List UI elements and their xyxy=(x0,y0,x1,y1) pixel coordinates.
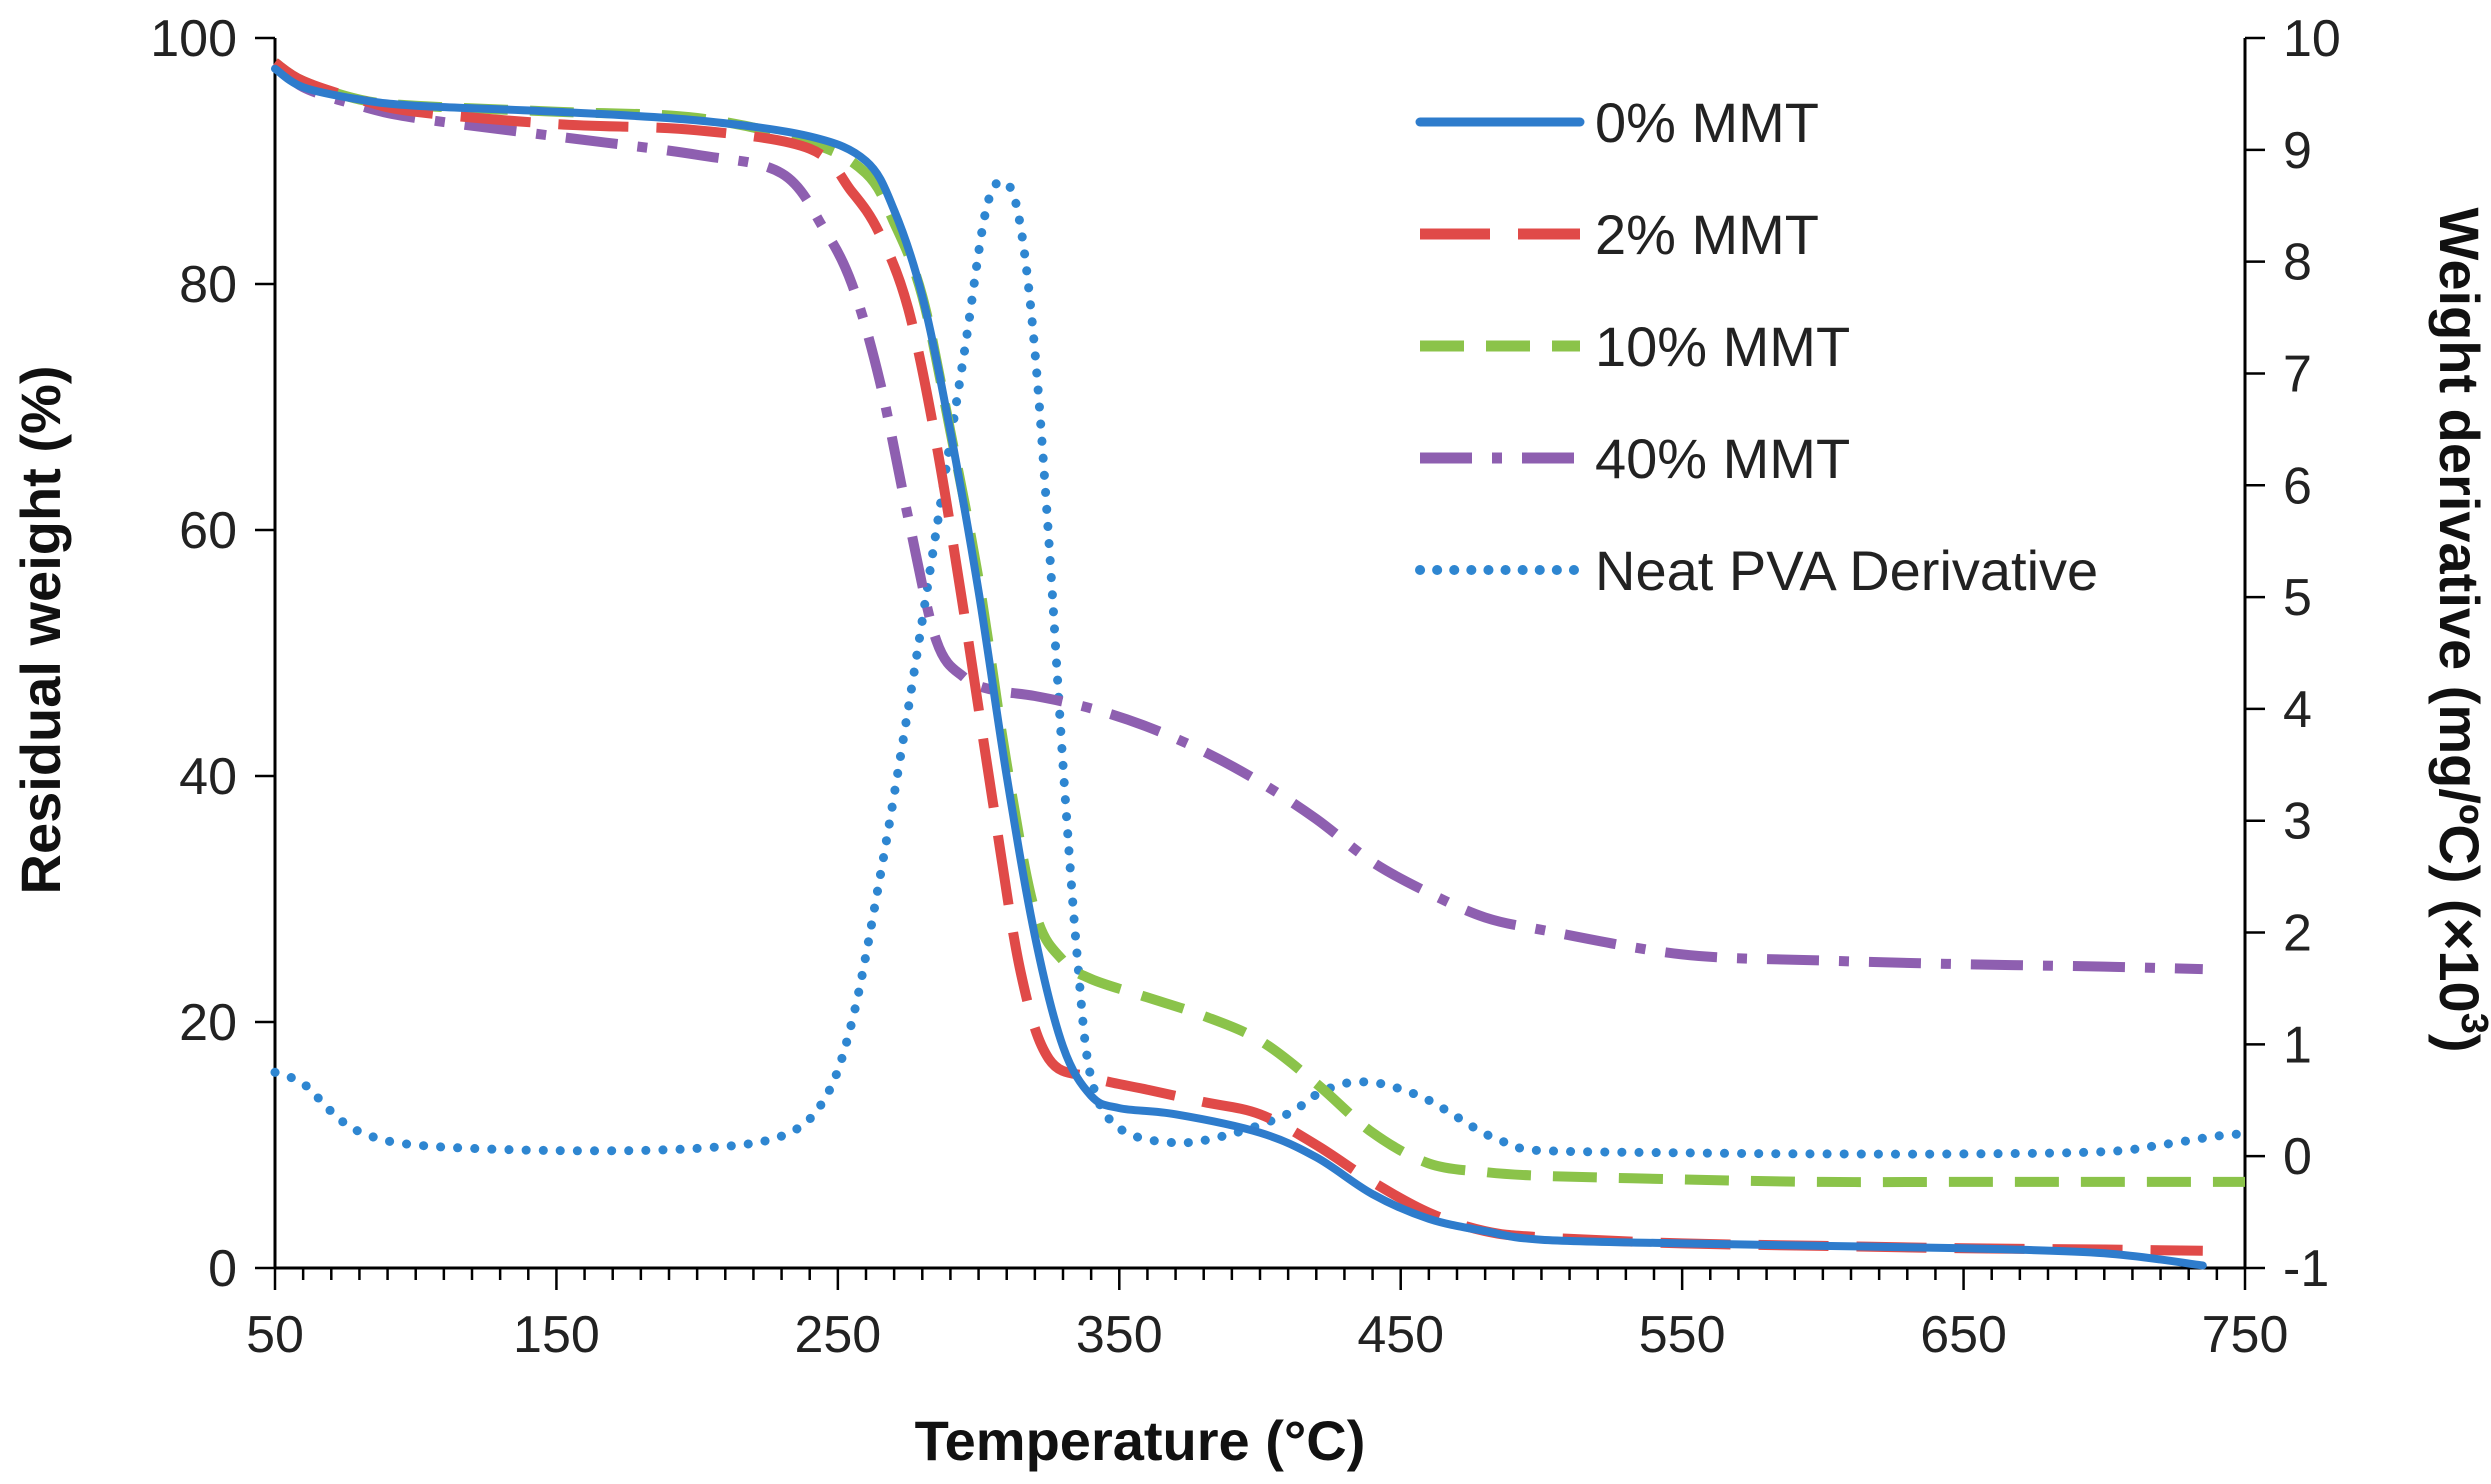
x-axis-ticks: 50 150 250 350 450 550 650 750 xyxy=(246,1268,2288,1364)
y-axis-ticks: 0 20 40 60 80 100 xyxy=(150,10,275,1298)
y2-axis-title-end: ) xyxy=(2428,1034,2491,1053)
y2-tick-label: 9 xyxy=(2283,122,2312,180)
y-tick-label: 80 xyxy=(179,256,237,314)
y2-tick-label: 7 xyxy=(2283,345,2312,403)
y2-axis-title-main: Weight derivative (mg/ºC) (×10 xyxy=(2428,208,2491,1013)
y2-axis-title-superscript: 3 xyxy=(2453,1013,2491,1034)
y-tick-label: 0 xyxy=(208,1240,237,1298)
y2-tick-label: 3 xyxy=(2283,793,2312,851)
legend-label: 0% MMT xyxy=(1595,91,1819,154)
y2-tick-label: 0 xyxy=(2283,1128,2312,1186)
y2-tick-label: 2 xyxy=(2283,905,2312,963)
legend-label: 40% MMT xyxy=(1595,427,1850,490)
plot-frame xyxy=(273,38,2247,1270)
x-tick-label: 550 xyxy=(1639,1306,1726,1364)
x-tick-label: 450 xyxy=(1357,1306,1444,1364)
legend-label: 2% MMT xyxy=(1595,203,1819,266)
series-line-2-mmt xyxy=(272,58,2203,1256)
y2-tick-label: 8 xyxy=(2283,234,2312,292)
y2-axis-ticks: -1 0 1 2 3 4 5 6 7 8 9 10 xyxy=(2245,10,2341,1298)
y2-tick-label: 10 xyxy=(2283,10,2341,68)
x-tick-label: 50 xyxy=(246,1306,304,1364)
x-tick-label: 150 xyxy=(513,1306,600,1364)
legend: 0% MMT 2% MMT 10% MMT 40% MMT Neat PVA Deriv… xyxy=(1415,91,2098,602)
x-tick-label: 750 xyxy=(2202,1306,2289,1364)
series-line-neat-pva-derivative xyxy=(270,176,2250,1159)
legend-label: Neat PVA Derivative xyxy=(1595,539,2098,602)
y-tick-label: 60 xyxy=(179,502,237,560)
series-line-0-mmt xyxy=(271,64,2207,1270)
y2-tick-label: 6 xyxy=(2283,457,2312,515)
y2-tick-label: 5 xyxy=(2283,569,2312,627)
series-line-10-mmt xyxy=(272,58,2245,1188)
x-tick-label: 650 xyxy=(1920,1306,2007,1364)
y-tick-label: 40 xyxy=(179,748,237,806)
y2-axis-title: Weight derivative (mg/ºC) (×103) xyxy=(2428,208,2491,1053)
y-tick-label: 20 xyxy=(179,994,237,1052)
y2-tick-label: 4 xyxy=(2283,681,2312,739)
y2-tick-label: 1 xyxy=(2283,1016,2312,1074)
y-tick-label: 100 xyxy=(150,10,237,68)
x-tick-label: 350 xyxy=(1076,1306,1163,1364)
series-line-40-mmt xyxy=(271,58,2203,975)
y2-tick-label: -1 xyxy=(2283,1240,2329,1298)
legend-label: 10% MMT xyxy=(1595,315,1850,378)
y-axis-title: Residual weight (%) xyxy=(9,366,72,895)
series-layer xyxy=(270,58,2250,1270)
x-axis-title: Temperature (°C) xyxy=(915,1409,1366,1472)
x-tick-label: 250 xyxy=(794,1306,881,1364)
